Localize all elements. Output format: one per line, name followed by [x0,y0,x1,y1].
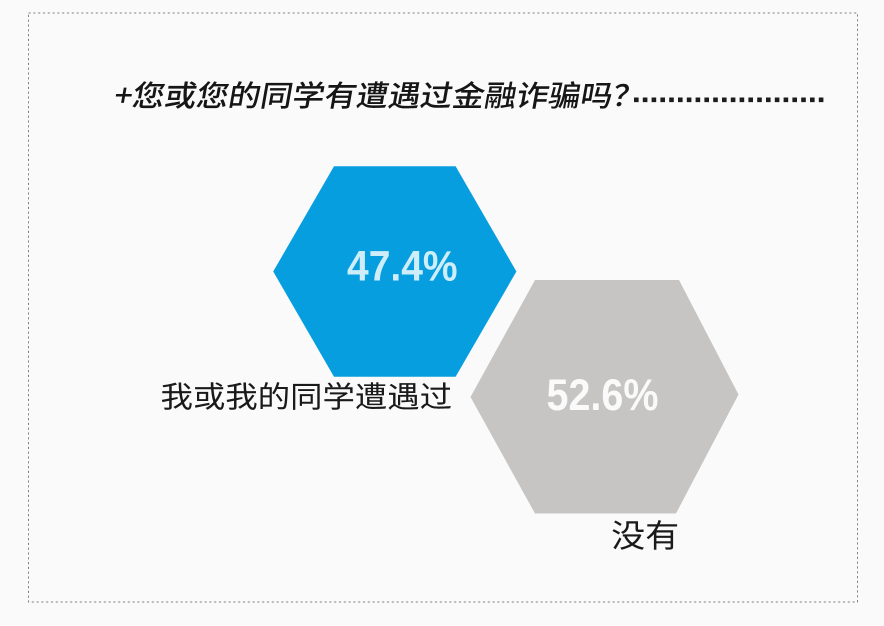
svg-text:52.6%: 52.6% [547,370,659,420]
svg-text:47.4%: 47.4% [347,242,458,290]
